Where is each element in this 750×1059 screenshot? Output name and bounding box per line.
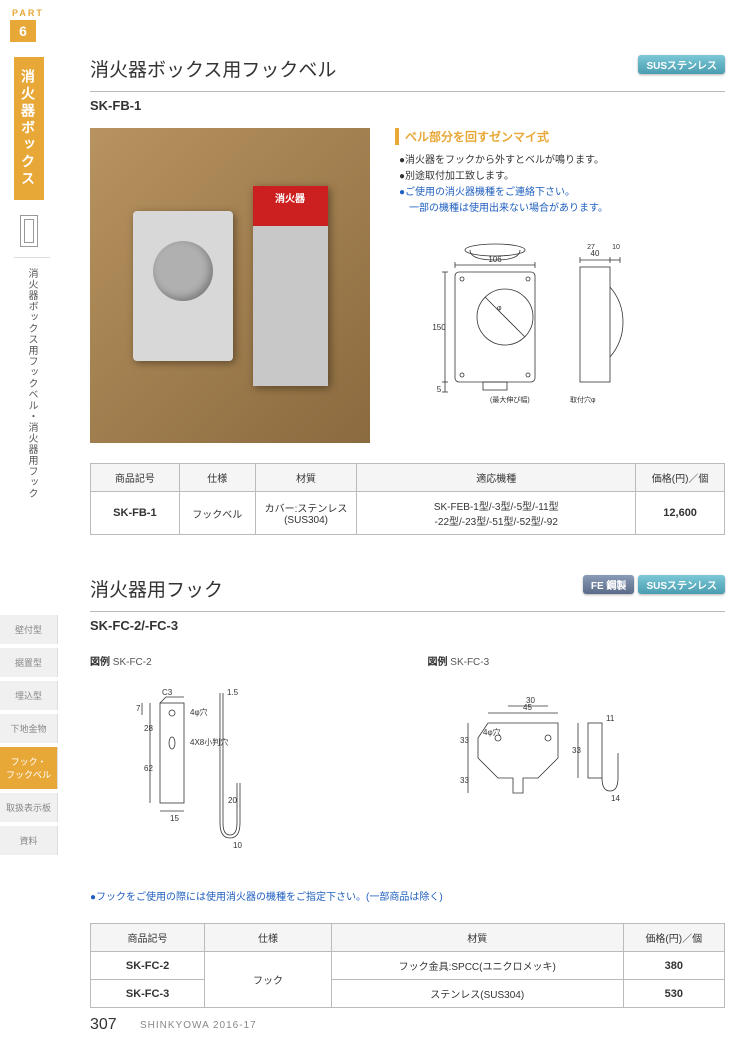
- table-header: 材質: [255, 464, 356, 492]
- tech-diagram: 106 150 5 40 27 10 (最大伸び幅) 取付穴φ φ: [395, 232, 725, 432]
- material-badge: SUSステンレス: [638, 55, 725, 74]
- table-cell: SK-FC-3: [91, 980, 205, 1008]
- table-cell: 12,600: [636, 492, 725, 535]
- content: 消火器ボックス用フックベル SUSステンレス SK-FB-1 消火器 ベル部分を…: [90, 55, 725, 1008]
- table-cell: フックベル: [179, 492, 255, 535]
- dim-w: 106: [488, 255, 502, 264]
- svg-text:4X8小判穴: 4X8小判穴: [190, 737, 228, 747]
- info-bullet: ●別途取付加工致します。: [399, 169, 725, 185]
- info-heading: ベル部分を回すゼンマイ式: [395, 128, 725, 145]
- svg-text:11: 11: [606, 714, 615, 723]
- nav-tab[interactable]: 資料: [0, 826, 58, 855]
- figure-row: 図例 SK-FC-2 C3: [90, 653, 725, 863]
- nav-tab[interactable]: 壁付型: [0, 615, 58, 644]
- svg-text:4φ穴: 4φ穴: [190, 707, 208, 717]
- info-bullet: 一部の機種は使用出来ない場合があります。: [399, 201, 725, 217]
- category-main: 消火器ボックス: [14, 57, 44, 200]
- table-header: 価格(円)／個: [623, 924, 724, 952]
- section-sub: SK-FC-2/-FC-3: [90, 612, 725, 633]
- svg-text:1.5: 1.5: [227, 688, 239, 697]
- svg-text:(最大伸び幅): (最大伸び幅): [490, 395, 530, 404]
- nav-tab[interactable]: 据置型: [0, 648, 58, 677]
- table-cell: ステンレス(SUS304): [331, 980, 623, 1008]
- svg-text:14: 14: [611, 794, 620, 803]
- material-badge: SUSステンレス: [638, 575, 725, 594]
- svg-text:10: 10: [233, 841, 242, 850]
- product-photo: 消火器: [90, 128, 370, 443]
- info-bullet: ●消火器をフックから外すとベルが鳴ります。: [399, 153, 725, 169]
- diagram-fc3: 4φ穴 45 30 11 33 33 33 14: [428, 683, 688, 863]
- table-cell: カバー:ステンレス (SUS304): [255, 492, 356, 535]
- category-icon: [20, 215, 38, 247]
- svg-text:28: 28: [144, 724, 153, 733]
- spec-table-2: 商品記号仕様材質価格(円)／個 SK-FC-2フックフック金具:SPCC(ユニクロ…: [90, 923, 725, 1008]
- footer: SHINKYOWA 2016-17: [140, 1020, 257, 1031]
- svg-text:C3: C3: [162, 688, 173, 697]
- svg-text:φ: φ: [497, 305, 502, 312]
- part-number: 6: [10, 20, 36, 42]
- title-row: 消火器用フック FE 鋼製SUSステンレス: [90, 575, 725, 612]
- svg-text:33: 33: [572, 746, 581, 755]
- title-row: 消火器ボックス用フックベル SUSステンレス: [90, 55, 725, 92]
- fig-label: 図例 SK-FC-3: [428, 653, 726, 668]
- svg-text:7: 7: [136, 704, 141, 713]
- table-cell: SK-FB-1: [91, 492, 180, 535]
- product-info: ベル部分を回すゼンマイ式 ●消火器をフックから外すとベルが鳴ります。●別途取付加…: [385, 128, 725, 443]
- table-header: 商品記号: [91, 464, 180, 492]
- table-header: 仕様: [179, 464, 255, 492]
- sidebar: PART 6 消火器ボックス 消火器ボックス用フックベル・消火器用フック 壁付型…: [0, 0, 60, 1059]
- svg-text:5: 5: [437, 385, 442, 394]
- ext-label: 消火器: [253, 190, 328, 205]
- svg-text:30: 30: [526, 696, 535, 705]
- category-sub: 消火器ボックス用フックベル・消火器用フック: [24, 268, 38, 499]
- diagram-fc2: C3 4φ穴 4X8小判穴 1.5 7 28 62 20 15 10: [90, 683, 300, 863]
- table-cell: 380: [623, 952, 724, 980]
- product-area: 消火器 ベル部分を回すゼンマイ式 ●消火器をフックから外すとベルが鳴ります。●別…: [90, 128, 725, 443]
- table-cell: フック: [205, 952, 332, 1008]
- svg-text:10: 10: [612, 244, 620, 251]
- section-title: 消火器ボックス用フックベル: [90, 55, 336, 82]
- svg-text:62: 62: [144, 764, 153, 773]
- table-header: 材質: [331, 924, 623, 952]
- svg-text:33: 33: [460, 776, 469, 785]
- nav-tab[interactable]: 取扱表示板: [0, 793, 58, 822]
- info-bullet: ●ご使用の消火器機種をご連絡下さい。: [399, 185, 725, 201]
- table-cell: フック金具:SPCC(ユニクロメッキ): [331, 952, 623, 980]
- part-label: PART: [0, 0, 60, 18]
- nav-tab[interactable]: フック・ フックベル: [0, 747, 58, 789]
- svg-text:20: 20: [228, 796, 237, 805]
- table-header: 適応機種: [357, 464, 636, 492]
- badges: FE 鋼製SUSステンレス: [579, 575, 725, 594]
- svg-text:15: 15: [170, 814, 179, 823]
- table-cell: SK-FC-2: [91, 952, 205, 980]
- spec-table-1: 商品記号仕様材質適応機種価格(円)／個 SK-FB-1フックベルカバー:ステンレス…: [90, 463, 725, 535]
- dim-h: 150: [432, 323, 446, 332]
- page-number: 307: [90, 1016, 117, 1034]
- section-title: 消火器用フック: [90, 575, 223, 602]
- svg-text:4φ穴: 4φ穴: [483, 727, 501, 737]
- table-header: 商品記号: [91, 924, 205, 952]
- note: ●フックをご使用の際には使用消火器の機種をご指定下さい。(一部商品は除く): [90, 888, 725, 903]
- figure-fc2: 図例 SK-FC-2 C3: [90, 653, 388, 863]
- bell-unit: [133, 211, 233, 361]
- svg-text:33: 33: [460, 736, 469, 745]
- material-badge: FE 鋼製: [583, 575, 635, 594]
- section-hookbell: 消火器ボックス用フックベル SUSステンレス SK-FB-1 消火器 ベル部分を…: [90, 55, 725, 535]
- nav-tab[interactable]: 下地金物: [0, 714, 58, 743]
- section-sub: SK-FB-1: [90, 92, 725, 113]
- fig-label: 図例 SK-FC-2: [90, 653, 388, 668]
- figure-fc3: 図例 SK-FC-3 4φ穴 45 30 11 33: [428, 653, 726, 863]
- badges: SUSステンレス: [634, 55, 725, 74]
- table-cell: SK-FEB-1型/-3型/-5型/-11型 -22型/-23型/-51型/-5…: [357, 492, 636, 535]
- section-hook: 消火器用フック FE 鋼製SUSステンレス SK-FC-2/-FC-3 図例 S…: [90, 575, 725, 1008]
- nav-tabs: 壁付型据置型埋込型下地金物フック・ フックベル取扱表示板資料: [0, 615, 58, 859]
- svg-text:27: 27: [587, 244, 595, 251]
- extinguisher-box: 消火器: [253, 186, 328, 386]
- table-header: 仕様: [205, 924, 332, 952]
- nav-tab[interactable]: 埋込型: [0, 681, 58, 710]
- table-cell: 530: [623, 980, 724, 1008]
- table-header: 価格(円)／個: [636, 464, 725, 492]
- svg-text:取付穴φ: 取付穴φ: [570, 395, 596, 404]
